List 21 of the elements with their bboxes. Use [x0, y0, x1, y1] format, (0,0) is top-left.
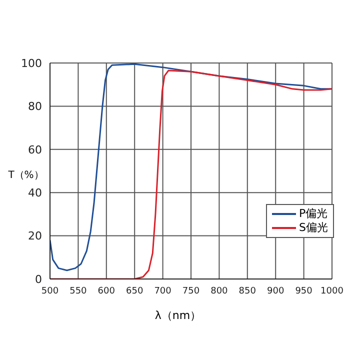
y-tick-label: 60	[28, 143, 42, 156]
x-axis-title: λ（nm）	[154, 308, 202, 323]
x-tick-label: 750	[182, 286, 200, 296]
y-axis-title: T（%）	[8, 169, 44, 182]
legend-label: P偏光	[299, 207, 328, 221]
x-tick-label: 800	[210, 286, 228, 296]
x-tick-label: 550	[70, 286, 88, 296]
x-tick-label: 950	[295, 286, 313, 296]
x-tick-label: 700	[154, 286, 172, 296]
y-tick-label: 80	[28, 100, 42, 114]
y-tick-label: 40	[28, 186, 42, 200]
x-tick-label: 600	[98, 286, 116, 296]
legend-label: S偏光	[299, 221, 328, 235]
x-tick-label: 850	[238, 286, 256, 296]
x-tick-label: 1000	[320, 286, 344, 296]
x-tick-label: 500	[41, 286, 59, 296]
y-tick-label: 100	[21, 56, 42, 70]
y-tick-label: 0	[35, 272, 42, 286]
x-tick-label: 900	[267, 286, 284, 296]
y-tick-label: 20	[28, 230, 42, 243]
x-tick-label: 650	[126, 286, 144, 296]
